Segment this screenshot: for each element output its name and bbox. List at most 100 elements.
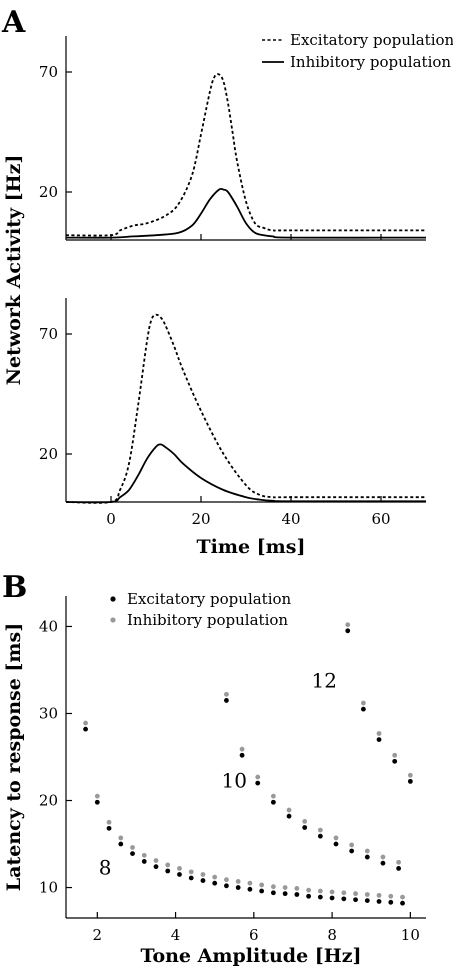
b-excitatory-point	[130, 851, 135, 856]
b-excitatory-point	[94, 799, 100, 805]
b-inhibitory-point	[317, 827, 323, 833]
a-bottom-y-tick-label: 20	[39, 445, 58, 463]
b-excitatory-point	[83, 726, 88, 732]
b-inhibitory-point	[224, 877, 229, 883]
b-excitatory-point	[364, 854, 370, 860]
b-inhibitory-point	[376, 731, 382, 736]
b-y-tick-label: 20	[39, 792, 58, 810]
b-inhibitory-point	[270, 793, 276, 799]
b-inhibitory-point	[235, 879, 241, 884]
b-x-tick-label: 8	[327, 926, 337, 944]
b-excitatory-point	[141, 859, 147, 864]
b-excitatory-point	[224, 883, 229, 889]
b-excitatory-point	[407, 778, 413, 784]
b-legend-excitatory-label: Excitatory population	[127, 590, 292, 608]
a-bottom-x-tick-label: 20	[191, 510, 210, 528]
a-bottom-y-tick-label: 70	[39, 325, 58, 343]
b-inhibitory-point	[333, 835, 339, 841]
b-excitatory-point	[349, 848, 355, 854]
panel-label-a: A	[1, 5, 26, 40]
b-inhibitory-point	[239, 746, 245, 752]
b-inhibitory-point	[188, 869, 194, 875]
b-inhibitory-point	[177, 865, 182, 871]
a-top-excitatory-line	[65, 73, 426, 237]
b-y-tick-label: 10	[39, 879, 58, 897]
b-excitatory-point	[270, 799, 276, 805]
b-inhibitory-point	[317, 888, 323, 894]
b-inhibitory-point	[83, 720, 88, 726]
b-x-tick-label: 6	[249, 926, 259, 944]
b-excitatory-point	[212, 880, 218, 886]
b-inhibitory-point	[224, 691, 229, 697]
b-excitatory-point	[255, 780, 261, 786]
a-legend-excitatory-label: Excitatory population	[290, 31, 453, 49]
b-excitatory-point	[400, 900, 405, 906]
a-x-axis-title: Time [ms]	[197, 536, 306, 558]
b-excitatory-point	[317, 894, 323, 900]
b-excitatory-point	[286, 813, 292, 819]
b-x-axis-title: Tone Amplitude [Hz]	[140, 945, 361, 967]
panel-a-top-plot: 20 70 Excitatory population Inhibitory po…	[39, 31, 453, 241]
a-bottom-x-tick-label: 0	[106, 510, 116, 528]
b-inhibitory-point	[106, 819, 112, 825]
panel-label-b: B	[2, 570, 27, 605]
a-bottom-x-tick-label: 40	[281, 510, 300, 528]
b-inhibitory-point	[247, 880, 253, 886]
a-legend-inhibitory-label: Inhibitory population	[290, 53, 451, 71]
b-inhibitory-point	[341, 890, 347, 896]
b-inhibitory-point	[259, 882, 265, 888]
b-inhibitory-point	[349, 842, 355, 848]
b-inhibitory-point	[407, 772, 413, 778]
b-excitatory-point	[224, 698, 229, 703]
b-excitatory-point	[364, 898, 370, 903]
b-excitatory-point	[270, 890, 276, 896]
b-inhibitory-point	[286, 807, 292, 813]
b-excitatory-point	[376, 737, 382, 742]
b-inhibitory-point	[353, 891, 358, 897]
panel-b-plot: 10 20 30 40 2 4 6 8 10 8 10 12 Excitatory populat…	[3, 590, 426, 967]
b-inhibitory-point	[396, 859, 402, 865]
b-excitatory-point	[341, 896, 347, 902]
b-inhibitory-point	[364, 892, 370, 897]
b-curve-label: 8	[99, 855, 112, 879]
b-excitatory-point	[188, 875, 194, 881]
b-inhibitory-point	[141, 852, 147, 858]
b-inhibitory-point	[364, 848, 370, 854]
panel-a-bottom-plot: 20 70 0 20 40 60 Time [ms]	[39, 298, 427, 558]
b-x-tick-label: 10	[401, 926, 420, 944]
a-y-axis-title: Network Activity [Hz]	[3, 155, 25, 386]
b-inhibitory-point	[94, 793, 100, 799]
b-excitatory-point	[302, 825, 308, 830]
b-inhibitory-point	[165, 862, 171, 868]
b-excitatory-point	[259, 888, 265, 894]
a-top-y-tick-label: 70	[39, 63, 58, 81]
b-excitatory-point	[118, 841, 124, 847]
b-inhibitory-point	[130, 845, 135, 850]
b-excitatory-point	[376, 899, 382, 904]
b-inhibitory-point	[118, 835, 124, 841]
b-excitatory-point	[306, 893, 312, 899]
b-inhibitory-point	[329, 889, 335, 895]
b-excitatory-point	[329, 895, 335, 901]
b-inhibitory-point	[282, 885, 288, 890]
b-excitatory-point	[380, 860, 386, 866]
b-inhibitory-point	[306, 887, 312, 893]
b-excitatory-point	[353, 897, 358, 903]
b-excitatory-point	[177, 872, 182, 877]
b-legend-inhibitory-label: Inhibitory population	[127, 611, 288, 629]
b-excitatory-point	[392, 758, 398, 764]
b-inhibitory-point	[380, 854, 386, 860]
b-inhibitory-point	[270, 884, 276, 890]
b-x-tick-label: 2	[93, 926, 103, 944]
b-inhibitory-point	[212, 874, 218, 880]
b-excitatory-point	[333, 841, 339, 847]
b-excitatory-point	[396, 865, 402, 871]
b-inhibitory-point	[376, 892, 382, 898]
b-y-tick-label: 30	[39, 704, 58, 722]
b-curve-label: 12	[312, 668, 337, 692]
b-inhibitory-point	[153, 858, 159, 863]
b-excitatory-point	[360, 706, 366, 712]
b-inhibitory-point	[392, 752, 398, 758]
b-excitatory-point	[247, 886, 253, 892]
b-inhibitory-point	[200, 872, 206, 877]
